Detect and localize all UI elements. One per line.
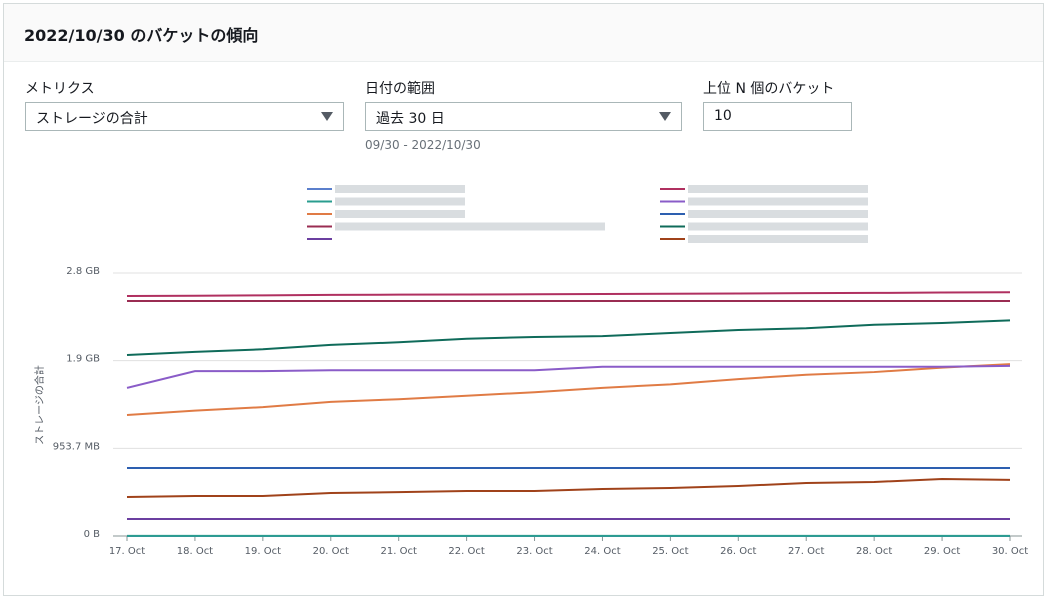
series-line bbox=[126, 291, 1011, 298]
metric-label: メトリクス bbox=[25, 81, 95, 97]
range-hint: 09/30 - 2022/10/30 bbox=[365, 138, 481, 152]
legend-obscured bbox=[335, 197, 465, 206]
dropdown-arrow bbox=[321, 112, 333, 121]
metric-value: ストレージの合計 bbox=[36, 111, 148, 127]
dropdown-arrow bbox=[659, 112, 671, 121]
topn-input[interactable]: 10 bbox=[703, 102, 852, 131]
x-tick-label: 17. Oct bbox=[109, 546, 145, 557]
x-tick-label: 27. Oct bbox=[788, 546, 824, 557]
x-tick-label: 21. Oct bbox=[381, 546, 417, 557]
x-tick-label: 25. Oct bbox=[652, 546, 688, 557]
x-tick-label: 19. Oct bbox=[245, 546, 281, 557]
legend-obscured bbox=[688, 222, 868, 231]
legend-obscured bbox=[688, 197, 868, 206]
x-tick-label: 18. Oct bbox=[177, 546, 213, 557]
y-tick-label: 2.8 GB bbox=[66, 266, 100, 277]
x-tick-label: 28. Oct bbox=[856, 546, 892, 557]
legend-obscured bbox=[335, 210, 465, 218]
y-tick-label: 1.9 GB bbox=[66, 354, 100, 365]
legend-obscured bbox=[688, 210, 868, 218]
range-value: 過去 30 日 bbox=[376, 111, 445, 127]
x-tick-label: 30. Oct bbox=[992, 546, 1028, 557]
legend-obscured bbox=[688, 235, 868, 243]
y-axis-label: ストレージの合計 bbox=[33, 365, 46, 445]
x-tick-label: 23. Oct bbox=[516, 546, 552, 557]
series-line bbox=[126, 364, 1011, 389]
series-line bbox=[126, 478, 1011, 498]
topn-value: 10 bbox=[714, 108, 732, 124]
y-tick-label: 953.7 MB bbox=[53, 441, 100, 452]
legend-obscured bbox=[335, 185, 465, 193]
metric-select[interactable]: ストレージの合計 bbox=[25, 102, 344, 131]
series-line bbox=[126, 319, 1011, 356]
x-tick-label: 29. Oct bbox=[924, 546, 960, 557]
series-line bbox=[126, 363, 1011, 417]
range-select[interactable]: 過去 30 日 bbox=[365, 102, 682, 131]
x-tick-label: 20. Oct bbox=[313, 546, 349, 557]
legend-obscured bbox=[688, 185, 868, 193]
x-tick-label: 22. Oct bbox=[448, 546, 484, 557]
topn-label: 上位 N 個のバケット bbox=[703, 81, 835, 97]
x-tick-label: 26. Oct bbox=[720, 546, 756, 557]
x-tick-label: 24. Oct bbox=[584, 546, 620, 557]
range-label: 日付の範囲 bbox=[365, 81, 435, 97]
panel: 2022/10/30 のバケットの傾向 bbox=[3, 3, 1044, 596]
panel-title: 2022/10/30 のバケットの傾向 bbox=[4, 4, 1043, 62]
legend-obscured bbox=[335, 222, 605, 231]
y-tick-label: 0 B bbox=[84, 529, 101, 540]
